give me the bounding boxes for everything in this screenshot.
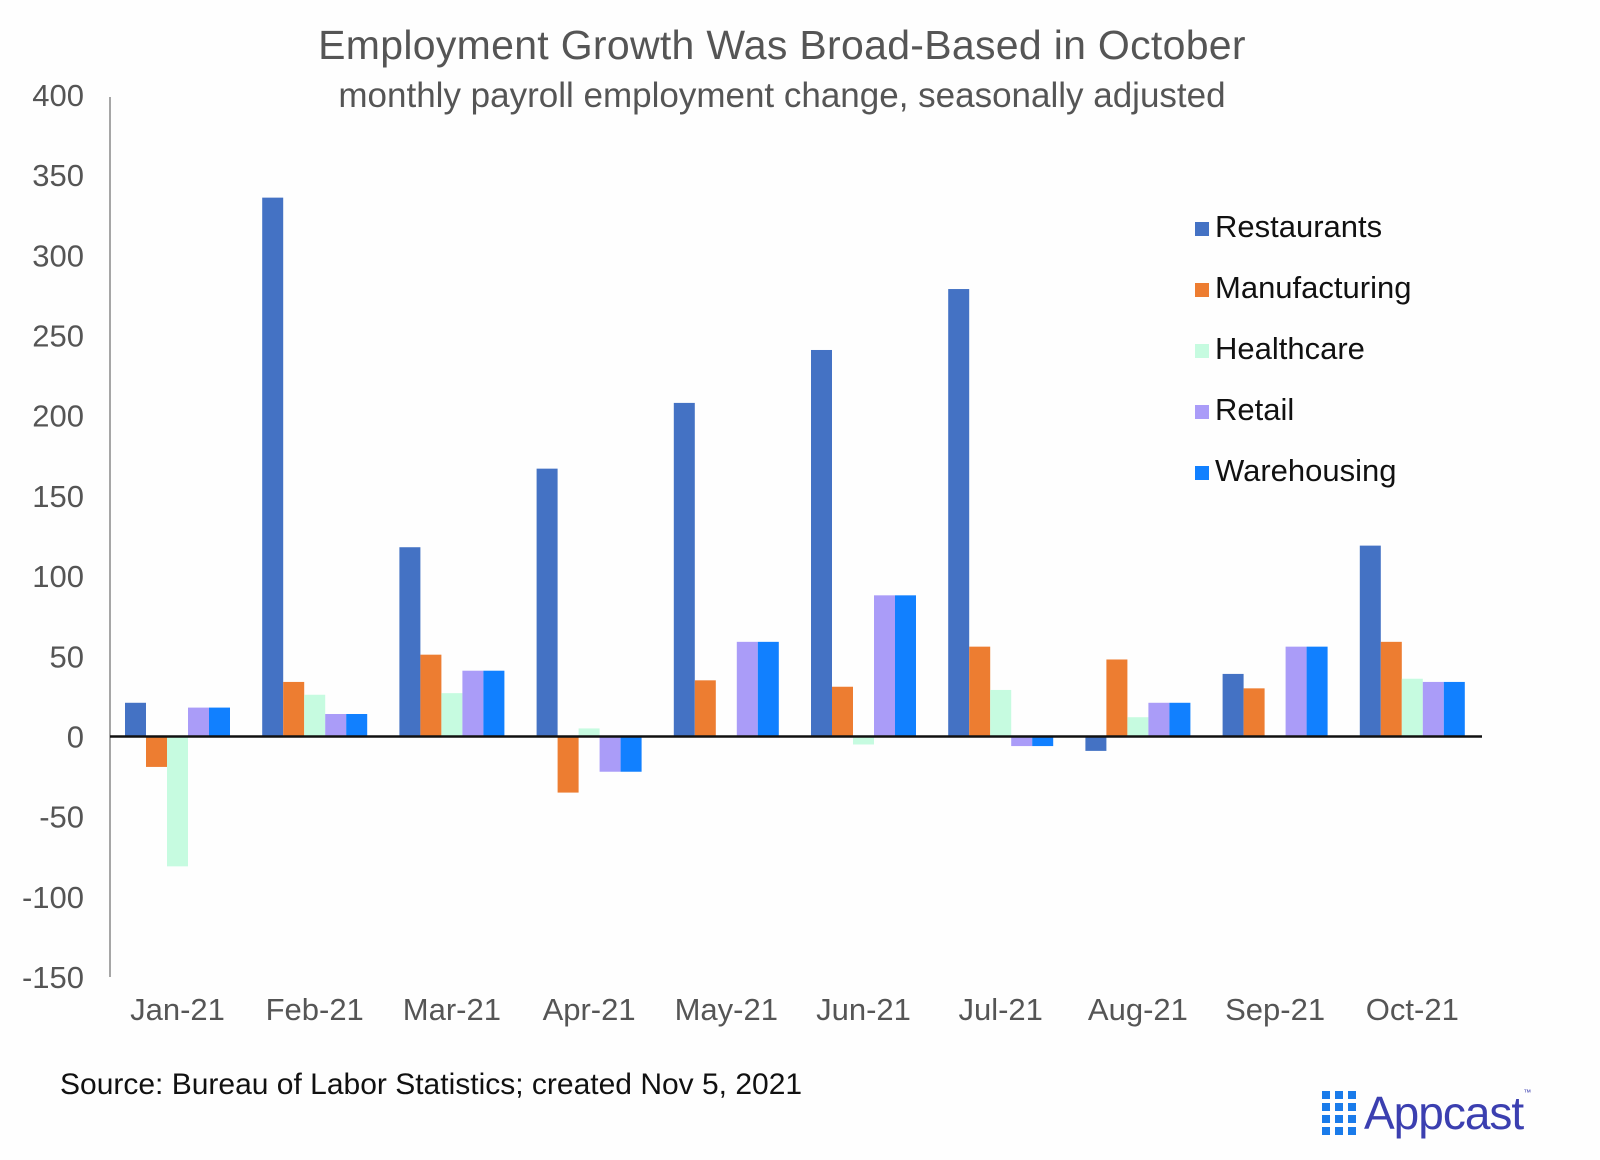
legend-label: Healthcare	[1215, 330, 1365, 366]
legend-swatch-icon	[1195, 343, 1209, 358]
bar-manufacturing-may-21	[694, 680, 716, 737]
bar-healthcare-aug-21	[1127, 717, 1149, 737]
bar-warehousing-aug-21	[1169, 702, 1191, 737]
bar-warehousing-jan-21	[209, 707, 230, 737]
bar-restaurants-sep-21	[1222, 673, 1244, 737]
legend-label: Manufacturing	[1215, 269, 1412, 305]
x-tick-label: Sep-21	[1225, 992, 1325, 1027]
y-tick-label: -50	[39, 800, 84, 835]
bar-warehousing-feb-21	[346, 714, 368, 737]
bar-manufacturing-oct-21	[1380, 641, 1402, 737]
y-tick-label: -150	[22, 960, 84, 995]
bar-warehousing-sep-21	[1306, 646, 1328, 737]
bar-warehousing-oct-21	[1443, 681, 1465, 737]
legend: Restaurants Manufacturing Healthcare Retail…	[1195, 196, 1411, 501]
bars	[125, 197, 1465, 867]
bar-retail-may-21	[736, 641, 758, 737]
legend-item-restaurants: Restaurants	[1195, 196, 1411, 257]
y-tick-label: 400	[32, 78, 84, 113]
logo-dots-icon	[1322, 1091, 1356, 1135]
chart-title: Employment Growth Was Broad-Based in Oct…	[318, 22, 1246, 68]
y-tick-label: 300	[32, 238, 84, 273]
y-tick-label: 50	[50, 639, 84, 674]
y-axis-ticks: 400 350 300 250 200 150 100 50 0 -50 -100 -150	[22, 78, 84, 995]
source-note: Source: Bureau of Labor Statistics; crea…	[60, 1068, 803, 1101]
bar-retail-aug-21	[1148, 702, 1170, 737]
x-tick-label: May-21	[675, 992, 778, 1027]
bar-manufacturing-apr-21	[557, 736, 579, 793]
bar-retail-jul-21	[1011, 736, 1033, 747]
legend-item-healthcare: Healthcare	[1195, 318, 1411, 379]
bar-restaurants-may-21	[673, 402, 695, 737]
bar-restaurants-jul-21	[948, 289, 970, 737]
y-tick-label: 350	[32, 158, 84, 193]
bar-manufacturing-jan-21	[146, 736, 167, 767]
x-tick-label: Aug-21	[1088, 992, 1188, 1027]
legend-swatch-icon	[1195, 282, 1209, 297]
bar-restaurants-jun-21	[811, 349, 832, 737]
bar-healthcare-mar-21	[441, 693, 463, 737]
bar-restaurants-aug-21	[1085, 736, 1107, 751]
legend-label: Restaurants	[1215, 208, 1383, 244]
x-tick-label: Jun-21	[816, 992, 911, 1027]
bar-warehousing-jun-21	[895, 595, 916, 737]
bar-healthcare-feb-21	[304, 694, 326, 737]
chart-subtitle: monthly payroll employment change, seaso…	[338, 76, 1226, 115]
legend-swatch-icon	[1195, 404, 1209, 419]
bar-healthcare-jul-21	[990, 689, 1012, 737]
bar-restaurants-jan-21	[125, 702, 146, 737]
bar-healthcare-oct-21	[1401, 678, 1423, 737]
x-tick-label: Jul-21	[958, 992, 1042, 1027]
bar-retail-jun-21	[874, 595, 895, 737]
x-tick-label: Mar-21	[403, 992, 501, 1027]
bar-manufacturing-jun-21	[832, 686, 853, 737]
bar-warehousing-mar-21	[483, 670, 505, 737]
bar-manufacturing-jul-21	[969, 646, 991, 737]
bar-retail-jan-21	[188, 707, 209, 737]
legend-item-retail: Retail	[1195, 379, 1411, 440]
bar-manufacturing-aug-21	[1106, 659, 1128, 737]
x-tick-label: Feb-21	[266, 992, 364, 1027]
bar-restaurants-mar-21	[399, 547, 421, 737]
legend-swatch-icon	[1195, 221, 1209, 236]
bar-restaurants-apr-21	[536, 468, 558, 737]
bar-warehousing-jul-21	[1032, 736, 1054, 747]
bar-healthcare-jan-21	[167, 736, 188, 867]
logo-text: Appcast	[1364, 1087, 1524, 1139]
bar-retail-apr-21	[599, 736, 621, 772]
bar-manufacturing-sep-21	[1243, 688, 1265, 737]
x-tick-label: Oct-21	[1366, 992, 1459, 1027]
bar-retail-oct-21	[1422, 681, 1444, 737]
y-tick-label: 100	[32, 559, 84, 594]
bar-retail-mar-21	[462, 670, 484, 737]
bar-restaurants-oct-21	[1359, 545, 1381, 737]
legend-item-warehousing: Warehousing	[1195, 440, 1411, 501]
y-tick-label: 0	[67, 719, 84, 754]
bar-retail-sep-21	[1285, 646, 1307, 737]
y-tick-label: 150	[32, 479, 84, 514]
bar-manufacturing-mar-21	[420, 654, 442, 737]
appcast-logo: Appcast ™	[1322, 1086, 1531, 1140]
y-tick-label: 250	[32, 319, 84, 354]
y-tick-label: 200	[32, 399, 84, 434]
bar-warehousing-apr-21	[620, 736, 642, 772]
bar-restaurants-feb-21	[262, 197, 284, 737]
y-tick-label: -100	[22, 880, 84, 915]
bar-retail-feb-21	[325, 714, 347, 737]
logo-trademark: ™	[1523, 1088, 1532, 1097]
legend-item-manufacturing: Manufacturing	[1195, 257, 1411, 318]
bar-healthcare-apr-21	[578, 728, 600, 737]
legend-label: Warehousing	[1215, 452, 1397, 488]
legend-label: Retail	[1215, 391, 1295, 427]
x-axis-ticks: Jan-21 Feb-21 Mar-21 Apr-21 May-21 Jun-21 Jul-…	[130, 992, 1459, 1027]
bar-warehousing-may-21	[757, 641, 779, 737]
x-tick-label: Jan-21	[130, 992, 225, 1027]
bar-manufacturing-feb-21	[283, 681, 305, 737]
x-tick-label: Apr-21	[543, 992, 636, 1027]
bar-healthcare-jun-21	[853, 736, 874, 745]
legend-swatch-icon	[1195, 465, 1209, 480]
